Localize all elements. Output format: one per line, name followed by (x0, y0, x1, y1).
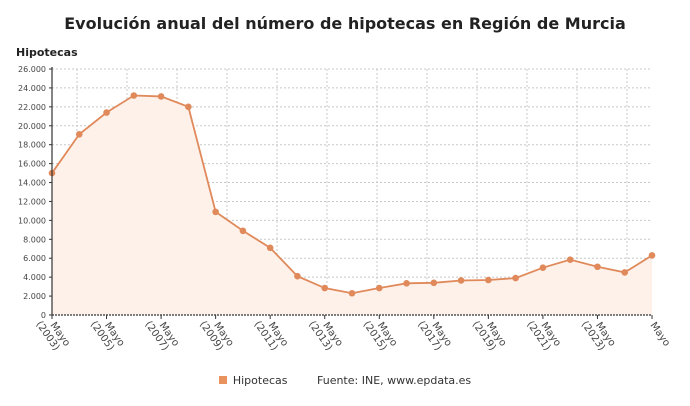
data-point (185, 103, 192, 111)
y-tick-label: 26.000 (18, 65, 46, 74)
data-point (512, 274, 519, 282)
x-tick-label: Mayo(2007) (142, 313, 181, 355)
data-point (375, 284, 383, 292)
data-point (75, 130, 83, 138)
y-tick-label: 6.000 (23, 254, 46, 263)
data-point (239, 227, 247, 235)
y-tick-label: 16.000 (18, 160, 46, 169)
x-tick-label: Mayo (648, 320, 672, 348)
x-tick-label: Mayo(2021) (524, 313, 563, 355)
data-point (539, 264, 547, 271)
y-axis-label: Hipotecas (16, 46, 78, 59)
source-text: Fuente: INE, www.epdata.es (317, 374, 472, 387)
x-tick-label: Mayo(2017) (415, 313, 454, 355)
data-point (294, 272, 301, 280)
data-point (566, 256, 574, 263)
y-tick-label: 4.000 (23, 273, 46, 282)
y-tick-label: 2.000 (23, 292, 46, 301)
y-tick-label: 14.000 (18, 179, 46, 188)
y-tick-label: 18.000 (18, 141, 46, 150)
x-tick-label: Mayo(2011) (252, 313, 291, 355)
y-tick-label: 8.000 (23, 235, 46, 244)
data-point (212, 208, 219, 216)
y-tick-label: 12.000 (18, 197, 46, 206)
x-tick-label: Mayo(2013) (306, 313, 345, 355)
y-tick-label: 0 (41, 311, 46, 320)
x-tick-label: Mayo(2005) (88, 313, 127, 355)
y-tick-label: 24.000 (18, 84, 46, 93)
y-tick-label: 20.000 (18, 122, 46, 131)
data-point (621, 269, 629, 276)
x-tick-label: Mayo(2009) (197, 313, 236, 355)
x-tick-label: Mayo(2019) (470, 313, 509, 355)
data-point (321, 284, 329, 292)
legend: Hipotecas Fuente: INE, www.epdata.es (0, 374, 690, 387)
legend-label: Hipotecas (232, 374, 288, 387)
data-point (403, 280, 410, 287)
data-point (457, 277, 465, 284)
y-tick-label: 22.000 (18, 103, 46, 112)
data-point (648, 252, 656, 259)
x-tick-label: Mayo(2003) (33, 313, 72, 355)
area-fill (52, 95, 652, 315)
x-tick-label: Mayo(2015) (361, 313, 400, 355)
data-point (485, 276, 492, 284)
data-point (103, 109, 110, 116)
data-point (266, 244, 274, 252)
data-point (348, 289, 356, 297)
data-point (594, 263, 601, 271)
chart-title: Evolución anual del número de hipotecas … (64, 14, 626, 33)
legend-swatch (218, 376, 227, 384)
data-point (130, 92, 138, 99)
y-tick-label: 10.000 (18, 216, 46, 225)
data-point (430, 279, 438, 287)
x-tick-label: Mayo(2023) (579, 313, 618, 355)
data-point (157, 93, 165, 100)
